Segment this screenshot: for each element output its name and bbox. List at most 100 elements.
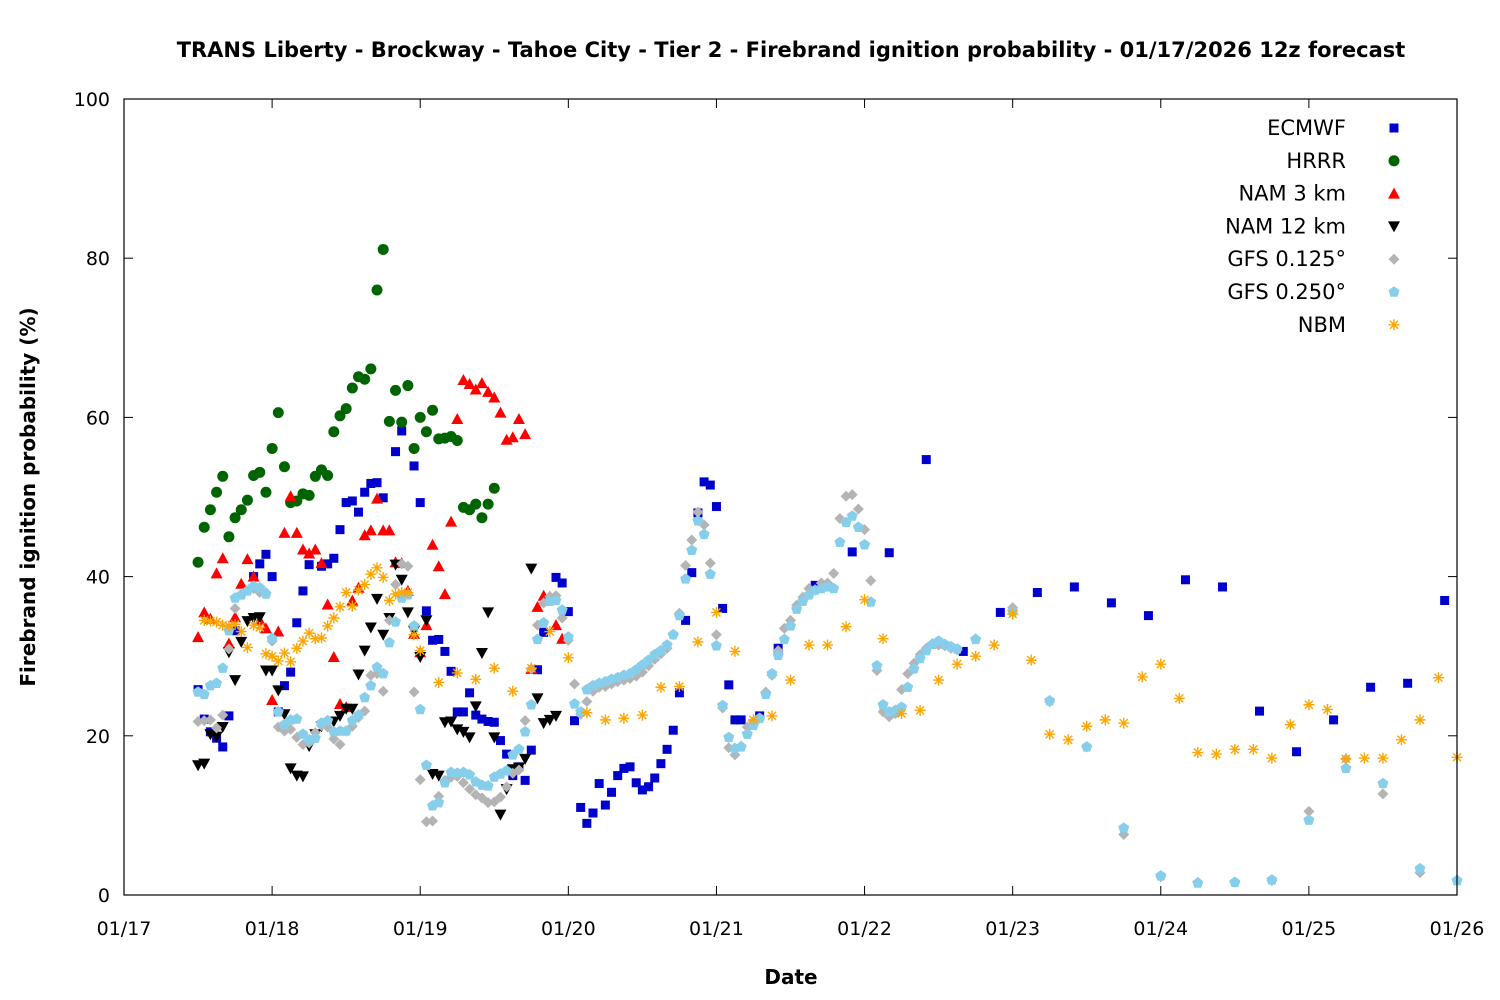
data-point [402, 587, 414, 599]
data-point [1303, 805, 1315, 817]
data-point [353, 584, 365, 596]
data-point [352, 709, 365, 720]
data-point [730, 715, 740, 725]
data-point [865, 596, 877, 607]
data-point [334, 601, 346, 613]
data-point [217, 619, 229, 631]
data-point [698, 528, 710, 540]
data-point [656, 759, 666, 769]
data-point [680, 559, 692, 571]
legend-label: NAM 12 km [1225, 214, 1346, 238]
data-point [298, 586, 308, 596]
data-point [334, 410, 346, 422]
data-point [464, 769, 476, 780]
data-point [216, 552, 229, 564]
data-point [359, 373, 371, 385]
data-point [846, 510, 858, 521]
data-point [241, 553, 254, 565]
data-point [506, 431, 519, 443]
data-point [1044, 694, 1056, 706]
data-point [538, 616, 550, 628]
data-point [192, 631, 205, 643]
data-point [267, 572, 277, 582]
data-point [198, 606, 211, 618]
data-point [254, 581, 266, 593]
data-point [1007, 608, 1019, 620]
data-point [581, 707, 593, 719]
data-point [747, 714, 759, 726]
data-point [637, 785, 647, 795]
data-point [502, 749, 512, 759]
data-point [217, 470, 229, 482]
data-point [692, 636, 704, 648]
data-point [778, 633, 790, 645]
series-0 [193, 426, 1450, 828]
data-point [822, 639, 834, 651]
data-point [1069, 582, 1079, 592]
data-point [613, 771, 623, 781]
data-point [452, 707, 462, 717]
data-point [562, 652, 574, 664]
data-point [229, 675, 242, 687]
data-point [390, 616, 402, 627]
data-point [204, 615, 216, 627]
data-point [718, 603, 728, 613]
data-point [951, 643, 963, 654]
series-6 [198, 562, 1463, 765]
data-point [409, 461, 419, 471]
data-point [933, 674, 945, 686]
data-point [445, 515, 458, 527]
data-point [1217, 582, 1227, 592]
data-point [673, 609, 685, 621]
x-tick-label: 01/21 [689, 918, 744, 940]
data-point [303, 489, 315, 501]
y-tick-label: 40 [86, 567, 110, 589]
data-point [686, 544, 698, 556]
data-point [278, 461, 290, 473]
data-point [224, 711, 234, 721]
y-tick-label: 20 [86, 726, 110, 748]
plot-frame [123, 98, 1458, 896]
data-point [278, 647, 290, 659]
data-point [397, 426, 407, 436]
data-point [594, 779, 604, 789]
data-point [847, 547, 857, 557]
data-point [469, 701, 482, 713]
data-point [482, 780, 494, 791]
data-point [1303, 814, 1315, 825]
data-point [347, 496, 357, 506]
data-point [569, 678, 581, 690]
data-point [562, 631, 574, 642]
plot-area [192, 243, 1463, 888]
data-point [390, 384, 402, 396]
data-point [1440, 595, 1450, 605]
data-point [618, 712, 630, 724]
data-point [724, 680, 734, 690]
data-point [366, 478, 376, 488]
data-point [532, 665, 542, 675]
data-point [272, 706, 284, 717]
data-point [476, 512, 488, 524]
data-point [1266, 874, 1278, 885]
x-tick-label: 01/22 [837, 918, 892, 940]
data-point [253, 612, 266, 624]
data-point [334, 739, 346, 751]
data-point [865, 575, 877, 587]
data-point [229, 618, 241, 630]
data-point [488, 662, 500, 674]
data-point [358, 645, 371, 657]
data-point [513, 743, 525, 755]
data-point [235, 636, 248, 648]
data-point [834, 536, 846, 548]
data-point [1136, 671, 1148, 683]
data-point [445, 716, 458, 728]
data-point [871, 659, 883, 671]
data-point [681, 615, 691, 625]
data-point [877, 633, 889, 645]
data-point [377, 629, 390, 641]
data-point [390, 588, 402, 600]
data-point [1321, 704, 1333, 716]
data-point [266, 442, 278, 454]
x-tick-label: 01/18 [245, 918, 300, 940]
data-point [970, 633, 982, 645]
